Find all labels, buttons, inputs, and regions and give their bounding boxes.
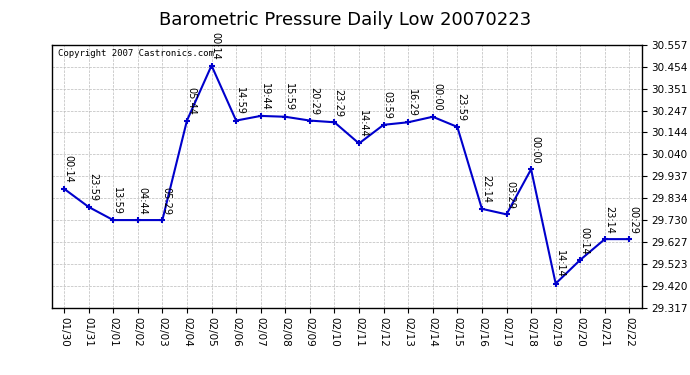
Text: 16:29: 16:29	[407, 89, 417, 117]
Text: 13:59: 13:59	[112, 187, 122, 214]
Text: 23:29: 23:29	[333, 89, 344, 117]
Text: 00:00: 00:00	[432, 84, 442, 111]
Text: 15:59: 15:59	[284, 83, 295, 111]
Text: 03:59: 03:59	[383, 92, 393, 119]
Text: 00:14: 00:14	[210, 32, 221, 60]
Text: 19:44: 19:44	[260, 82, 270, 110]
Text: 22:14: 22:14	[481, 175, 491, 203]
Text: 14:14: 14:14	[555, 250, 565, 278]
Text: 05:44: 05:44	[186, 87, 196, 115]
Text: 05:29: 05:29	[161, 186, 172, 214]
Text: 00:00: 00:00	[530, 136, 540, 164]
Text: Copyright 2007 Castronics.com: Copyright 2007 Castronics.com	[58, 49, 213, 58]
Text: 23:59: 23:59	[457, 93, 466, 122]
Text: 00:29: 00:29	[629, 206, 638, 234]
Text: 04:44: 04:44	[137, 187, 147, 214]
Text: 14:59: 14:59	[235, 87, 245, 115]
Text: 00:14: 00:14	[580, 226, 589, 254]
Text: Barometric Pressure Daily Low 20070223: Barometric Pressure Daily Low 20070223	[159, 11, 531, 29]
Text: 00:14: 00:14	[63, 155, 73, 183]
Text: 20:29: 20:29	[309, 87, 319, 115]
Text: 14:44: 14:44	[358, 110, 368, 138]
Text: 23:14: 23:14	[604, 206, 614, 234]
Text: 23:59: 23:59	[88, 173, 98, 201]
Text: 03:29: 03:29	[506, 181, 515, 209]
